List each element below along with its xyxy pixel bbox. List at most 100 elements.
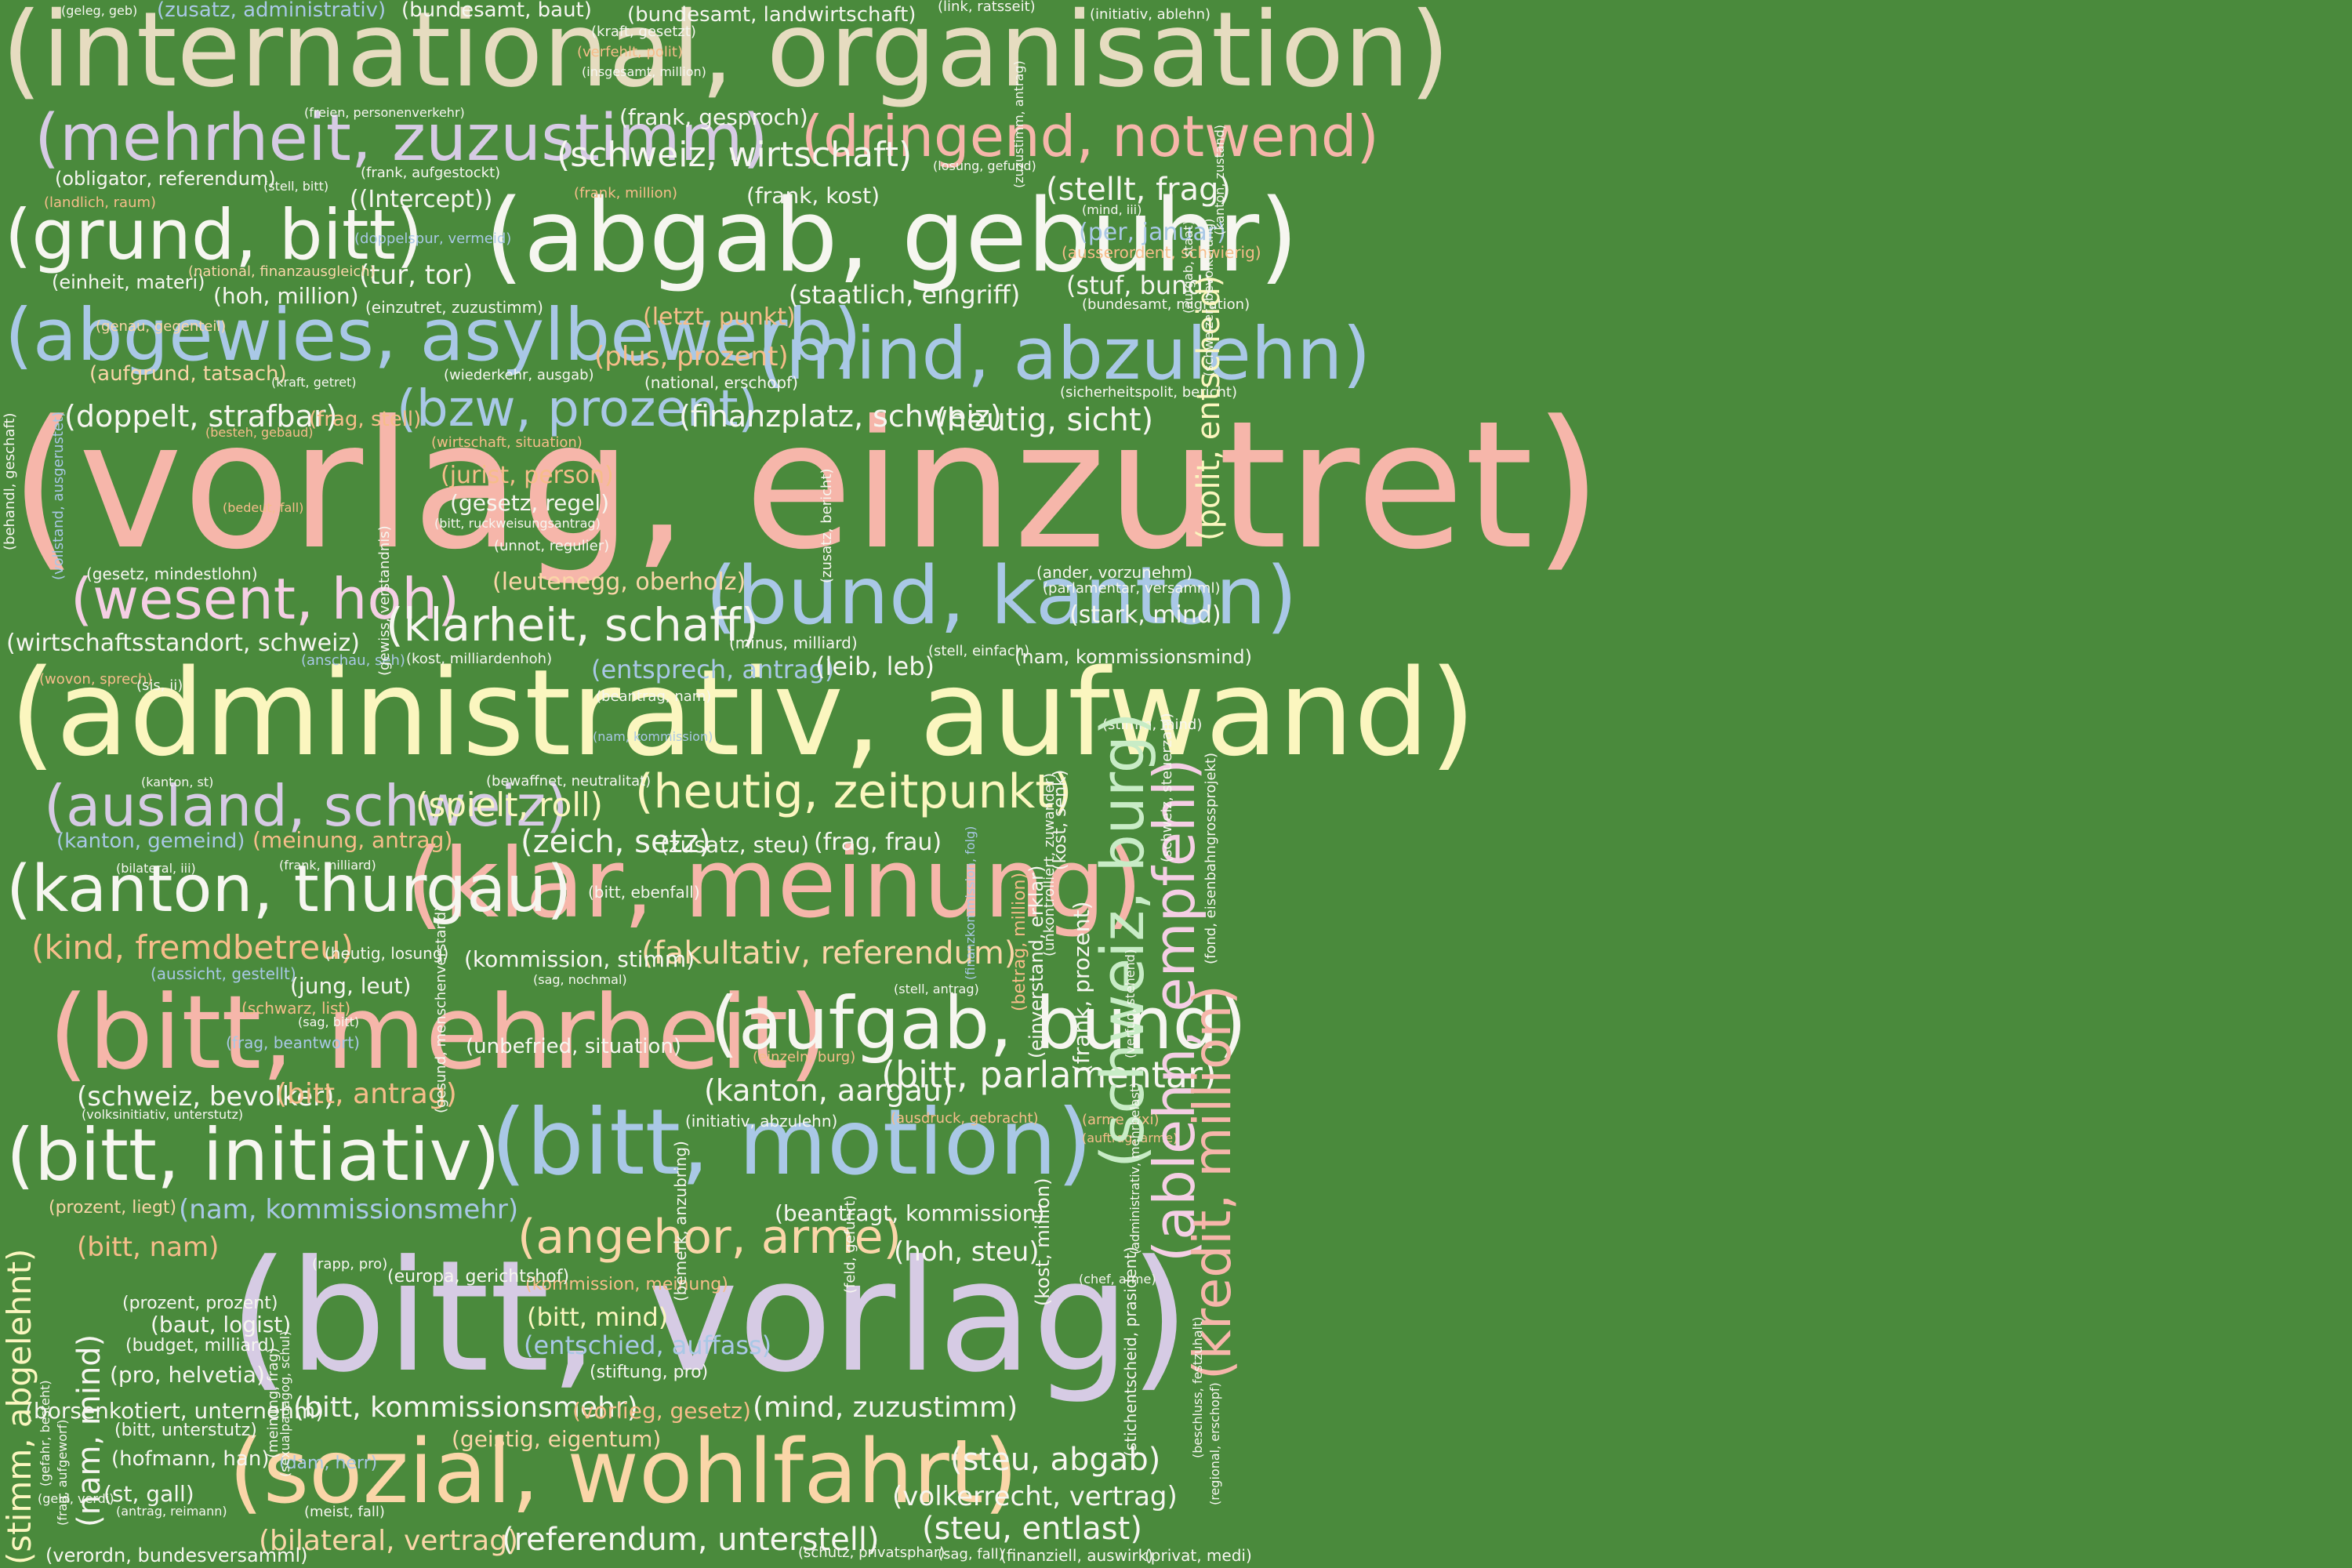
term: (regional, erschopf) bbox=[1207, 1382, 1222, 1505]
term: (staatlich, eingriff) bbox=[789, 280, 1021, 310]
term: ((Intercept)) bbox=[350, 186, 493, 213]
term: (frank, kost) bbox=[746, 183, 880, 209]
term: (aufgab, bund) bbox=[710, 982, 1247, 1065]
term: (bitt, kommissionsmehr) bbox=[293, 1392, 638, 1424]
term: (tur, tor) bbox=[359, 260, 474, 291]
term: (sis, ii) bbox=[136, 677, 183, 694]
term: (kanton, gemeind) bbox=[56, 829, 245, 853]
term: (initiativ, ablehn) bbox=[1090, 6, 1211, 23]
term: (abgewies, asylbewerb) bbox=[5, 293, 862, 377]
term: (stiftung, pro) bbox=[590, 1363, 709, 1382]
term: (aussicht, gestellt) bbox=[151, 964, 296, 983]
term: (frag, frau) bbox=[814, 829, 942, 856]
term: (heutig, losung) bbox=[325, 944, 449, 963]
term: (plus, prozent) bbox=[594, 341, 789, 372]
term: (sag, fall) bbox=[938, 1546, 1004, 1563]
term: (unkontrolliert, zuwander) bbox=[1041, 772, 1058, 956]
term: (bitt, parlamentar) bbox=[881, 1054, 1217, 1096]
term: (frank, prozent) bbox=[1069, 901, 1094, 1073]
term: (national, finanzausgleich) bbox=[188, 263, 376, 280]
term: (geistig, eigentum) bbox=[452, 1426, 662, 1452]
term: (entschied, auffass) bbox=[524, 1330, 772, 1360]
term: (stichentscheid, prasident) bbox=[1121, 1247, 1140, 1457]
term: (kraft, getret) bbox=[271, 375, 357, 390]
term: (link, ratsseit) bbox=[938, 0, 1036, 15]
term: (ausdruck, gebracht) bbox=[891, 1110, 1039, 1127]
term: (finanzplatz, schweiz) bbox=[679, 399, 1002, 434]
term: (steu, abgab) bbox=[950, 1442, 1161, 1478]
term: (unnot, regulier) bbox=[494, 538, 610, 554]
term: (steu, entlast) bbox=[922, 1511, 1142, 1547]
term: (prozent, liegt) bbox=[49, 1198, 177, 1218]
term: (mind, zuzustimm) bbox=[753, 1392, 1018, 1424]
term: (zusatz, steu) bbox=[660, 832, 810, 858]
term: (bitt, motion) bbox=[491, 1090, 1093, 1196]
term: (losung, gefund) bbox=[933, 158, 1036, 173]
term: (international, organisation) bbox=[2, 0, 1450, 111]
term: (verfug, stehend) bbox=[1123, 949, 1138, 1058]
term: (auftrag, arme) bbox=[1082, 1131, 1178, 1145]
term: (mind, iii) bbox=[1082, 202, 1142, 217]
term: (freien, personenverkehr) bbox=[304, 105, 465, 120]
term: (rapp, pro) bbox=[312, 1256, 388, 1272]
term: (hofmann, han) bbox=[111, 1447, 270, 1471]
term: (gesetz, mindestlohn) bbox=[86, 564, 258, 583]
term: (stell, antrag) bbox=[894, 982, 979, 996]
term: (frag, stell) bbox=[309, 408, 422, 431]
term: (kanton, st) bbox=[141, 775, 214, 789]
term: (geleg, geb) bbox=[61, 3, 138, 18]
term: (ausserordent, schwierig) bbox=[1062, 243, 1261, 262]
term: (bitt, ruckweisungsantrag) bbox=[434, 516, 601, 531]
term: (betrag, million) bbox=[1010, 872, 1029, 1011]
term: (vollstand, ausgerustet) bbox=[50, 411, 67, 580]
term: (fakultativ, referendum) bbox=[641, 935, 1017, 971]
term: (wirtschaftsstandort, schweiz) bbox=[6, 630, 360, 657]
term: (nam, kommission) bbox=[593, 729, 713, 744]
term: (sicherheitspolit, bericht) bbox=[1060, 384, 1238, 401]
term: (frag, aufgeworf) bbox=[55, 1419, 70, 1526]
term: (gesund, menschenverstand) bbox=[433, 906, 449, 1113]
term: (einzutret, zuzustimm) bbox=[365, 298, 543, 317]
term: (spielt, roll) bbox=[416, 786, 604, 824]
term: (nam, kommissionsmehr) bbox=[179, 1194, 519, 1225]
term: (schweiz, steuerzahl) bbox=[1159, 713, 1175, 862]
term: (kind, fremdbetreu) bbox=[31, 928, 354, 967]
term: (kost, million) bbox=[1032, 1178, 1054, 1306]
term: (stuf, bund) bbox=[1066, 270, 1214, 300]
term: (verfehlt, polit) bbox=[577, 44, 683, 60]
term: (privat, medi) bbox=[1145, 1546, 1252, 1565]
term: (kommission, meinung) bbox=[525, 1275, 728, 1294]
term: (meist, fall) bbox=[304, 1504, 385, 1520]
term: (doppelspur, vermeid) bbox=[354, 230, 512, 247]
term: (leutenegg, oberholz) bbox=[492, 568, 746, 596]
term: (klar, meinung) bbox=[406, 828, 1143, 939]
term: (bitt, antrag) bbox=[276, 1078, 457, 1110]
term: (feld, gefuhrt) bbox=[842, 1195, 858, 1294]
term: (bewaffnet, neutralitat) bbox=[486, 773, 652, 789]
term: (schweizer, bevolkerung) bbox=[1201, 218, 1216, 376]
term: (zuzustimm, antrag) bbox=[1011, 60, 1026, 188]
term: (wirtschaft, situation) bbox=[431, 434, 583, 451]
term: (beantrag, nam) bbox=[596, 688, 712, 705]
term: (frank, gesproch) bbox=[619, 104, 808, 130]
term: (bundesamt, baut) bbox=[401, 0, 592, 22]
term: (landlich, raum) bbox=[44, 194, 157, 211]
term: (finanzkommission, folg) bbox=[963, 826, 978, 980]
term: (letzt, punkt) bbox=[643, 303, 796, 331]
term: (stell, einfach) bbox=[928, 643, 1030, 659]
term: (bedeut, fall) bbox=[223, 500, 304, 515]
term: (finanziell, auswirk) bbox=[1000, 1546, 1154, 1565]
term: (leib, leb) bbox=[815, 652, 935, 681]
term: (arme, xxi) bbox=[1082, 1112, 1160, 1128]
term: (stell, bitt) bbox=[263, 179, 329, 194]
term: (frank, aufgestockt) bbox=[361, 165, 501, 181]
term: (stimm, mind) bbox=[1102, 717, 1203, 733]
term: (insgesamt, million) bbox=[582, 64, 706, 79]
term: (frank, million) bbox=[574, 185, 678, 201]
term: (wesent, hoh) bbox=[71, 566, 460, 632]
term: (angehor, arme) bbox=[517, 1210, 902, 1265]
term: (bitt, unterstutz) bbox=[114, 1421, 257, 1440]
term: (einzeln, burg) bbox=[753, 1049, 856, 1065]
term: (anschau, seh) bbox=[301, 652, 405, 669]
